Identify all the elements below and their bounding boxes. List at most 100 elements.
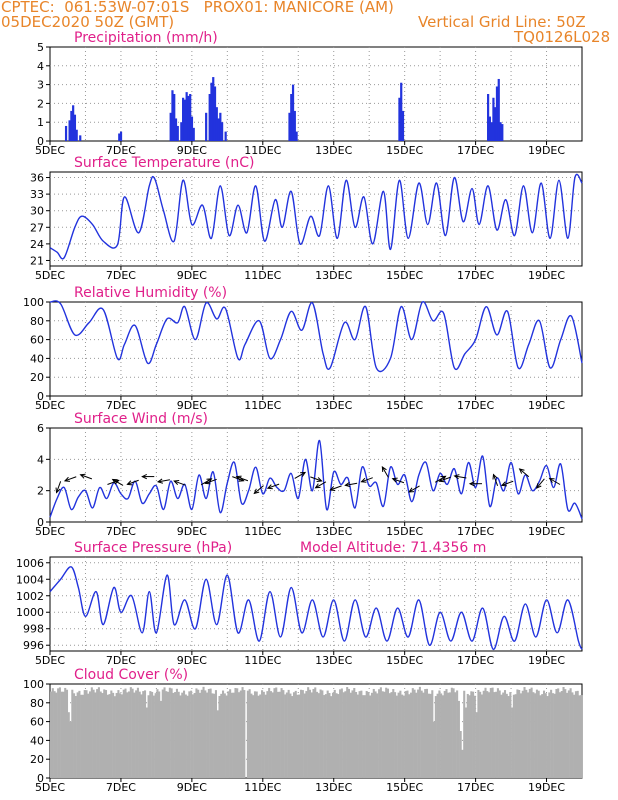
wind-arrow [345, 482, 358, 486]
wind-arrow-head [79, 473, 86, 479]
cloud-bar [578, 695, 581, 778]
precip-bar [497, 78, 500, 141]
x-tick-label: 7DEC [106, 399, 136, 412]
cloud-bar [388, 693, 391, 778]
series-line [49, 439, 583, 520]
wind-arrow-head [204, 479, 211, 485]
x-tick-label: 19DEC [528, 654, 565, 667]
wind-arrow [80, 474, 93, 480]
cloud-bar [239, 690, 242, 778]
precip-bar [171, 90, 174, 141]
cloud-bar [413, 689, 416, 778]
cloud-bar [305, 691, 308, 778]
header-grid-line: Vertical Grid Line: 50Z [418, 13, 586, 31]
precip-bar [70, 110, 73, 141]
series-line [49, 173, 583, 260]
cloud-bar [165, 691, 168, 778]
cloud-bar [298, 694, 301, 778]
wind-arrow [56, 481, 62, 493]
wind-arrow-head [266, 484, 273, 490]
cloud-bar [493, 692, 496, 778]
cloud-bar [300, 689, 303, 778]
precip-bar [64, 125, 68, 141]
cloud-bar [323, 695, 326, 778]
cloud-bar [447, 692, 450, 778]
precip-bar [180, 122, 183, 141]
cloud-bar [213, 693, 216, 778]
cloud-bar [532, 692, 535, 778]
y-tick-label: 20 [30, 371, 44, 384]
wind-arrow [408, 485, 420, 493]
y-tick-label: 40 [30, 352, 44, 365]
cloud-bar [225, 695, 228, 778]
cloud-bar [477, 690, 480, 778]
cloud-bar [576, 690, 579, 778]
cloud-bar [103, 689, 106, 778]
x-tick-label: 13DEC [315, 269, 352, 282]
wind-arrow-head [344, 481, 351, 488]
wind-arrow [107, 479, 119, 485]
cloud-bar [399, 690, 402, 778]
precip-bar [213, 86, 217, 141]
cloud-bar [425, 688, 429, 778]
plot-frame [49, 427, 583, 523]
cloud-bar [308, 689, 311, 778]
cloud-bar [335, 693, 338, 778]
cloud-bar [167, 691, 170, 778]
precip-bar [501, 124, 504, 141]
cloud-bar [541, 694, 544, 778]
wind-arrow-head [453, 474, 460, 480]
cloud-bar [326, 690, 329, 778]
cloud-bar [136, 687, 139, 778]
x-tick-label: 7DEC [106, 781, 136, 794]
cloud-bar [62, 691, 65, 778]
cloud-bar [420, 690, 423, 778]
cloud-bar [363, 695, 366, 778]
cloud-bar [544, 693, 547, 778]
cloud-bar [112, 692, 115, 778]
x-tick-label: 17DEC [457, 269, 494, 282]
cloud-bar [78, 690, 81, 778]
wind-arrow-head [518, 468, 525, 474]
cloud-bar [475, 712, 478, 778]
x-tick-label: 7DEC [106, 525, 136, 538]
cloud-bar [275, 687, 278, 778]
cloud-bar [211, 693, 214, 778]
cloud-bar [282, 690, 285, 778]
cloud-bar [151, 691, 154, 778]
precip-bar [174, 118, 178, 141]
cloud-bar [372, 688, 375, 778]
y-tick-label: 36 [30, 172, 44, 185]
cloud-bar [177, 691, 180, 778]
cloud-bar [257, 695, 260, 778]
cloud-bar [128, 691, 131, 778]
cloud-bar [314, 687, 317, 778]
precip-bar [212, 77, 215, 141]
cloud-bar [58, 687, 61, 778]
cloud-bar [223, 693, 226, 778]
wind-arrow-head [173, 480, 180, 485]
wind-arrow [253, 485, 264, 494]
wind-arrow-head [408, 487, 415, 493]
cloud-bar [204, 690, 207, 778]
y-tick-label: 21 [30, 254, 44, 267]
cloud-bar [284, 694, 287, 778]
cloud-bar [328, 693, 331, 778]
panel-2: 0 20 40 60 80 100 5DEC 7DEC 9DEC 11DEC 13DEC 15DEC 1… [23, 285, 583, 412]
precip-bar [487, 94, 490, 141]
wind-arrow [549, 478, 561, 485]
x-tick-label: 15DEC [386, 144, 423, 157]
wind-arrow-head [548, 477, 555, 483]
cloud-bar [573, 694, 576, 778]
x-tick-label: 15DEC [386, 269, 423, 282]
cloud-bar [390, 692, 393, 778]
wind-arrow-head [126, 480, 133, 486]
cloud-bar [296, 694, 299, 778]
precip-bar [176, 125, 179, 141]
wind-arrow-head [300, 471, 307, 477]
precip-bar [495, 86, 499, 141]
cloud-bar [404, 691, 407, 778]
cloud-bar [484, 687, 487, 778]
x-tick-label: 17DEC [457, 781, 494, 794]
cloud-bar [220, 693, 223, 778]
